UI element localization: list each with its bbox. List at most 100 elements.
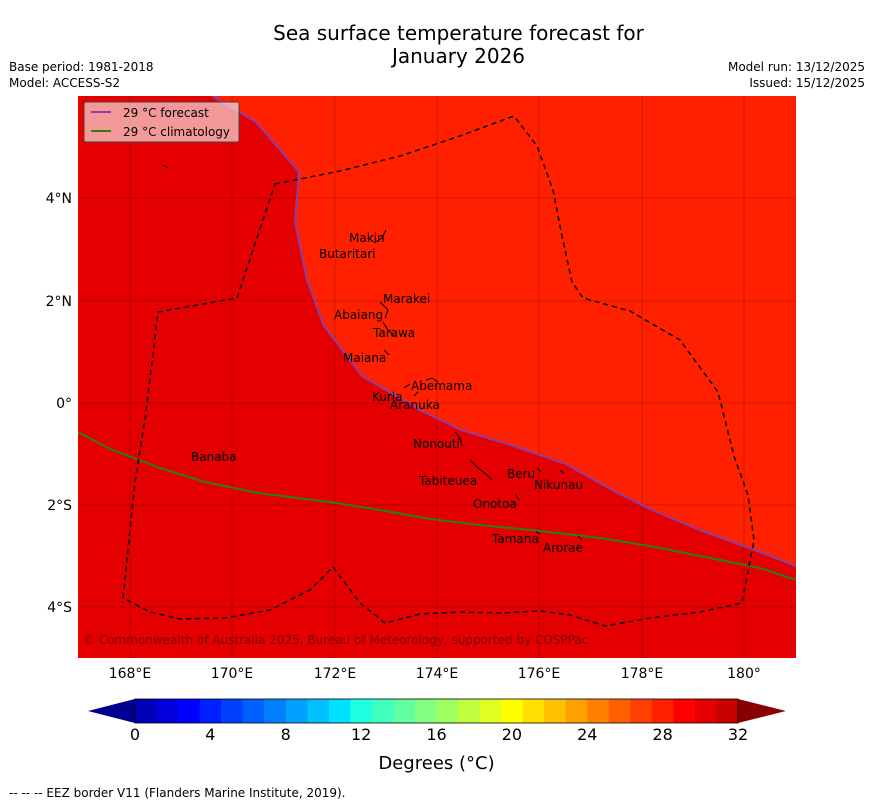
colorbar-high-extension — [738, 699, 786, 723]
island-label-kuria: Kuria — [372, 390, 403, 404]
meta-right: Model run: 13/12/2025 Issued: 15/12/2025 — [728, 59, 865, 91]
model-name: Model: ACCESS-S2 — [9, 76, 121, 90]
island-label-beru: Beru — [507, 467, 535, 481]
island-labels: Makin Butaritari Marakei Abaiang Tarawa … — [191, 231, 583, 555]
colorbar-tick-label: 8 — [281, 725, 291, 744]
island-shape-tabiteuea — [469, 459, 493, 481]
lon-label-176e: 176°E — [518, 666, 561, 682]
colorbar-cell — [350, 699, 373, 723]
colorbar: 0 4 8 12 16 20 24 28 32 — [88, 698, 786, 744]
colorbar-cell — [716, 699, 739, 723]
island-shape-north — [162, 164, 169, 169]
colorbar-tick-label: 28 — [652, 725, 672, 744]
island-shape-beru — [536, 467, 565, 475]
island-shape-abemama — [425, 377, 439, 383]
colorbar-cell — [458, 699, 481, 723]
colorbar-cell — [307, 699, 330, 723]
lat-label-4n: 4°N — [46, 191, 72, 207]
colorbar-tick-label: 12 — [351, 725, 371, 744]
island-shape-abaiang — [379, 301, 389, 319]
legend-box: 29 °C forecast 29 °C climatology — [83, 101, 240, 143]
lat-axis-labels: 4°N 2°N 0° 2°S 4°S — [46, 191, 73, 616]
lat-label-2n: 2°N — [46, 294, 72, 310]
colorbar-frame — [134, 698, 739, 724]
colorbar-cells — [135, 699, 739, 723]
island-label-nonouti: Nonouti — [413, 437, 460, 451]
island-label-abemama: Abemama — [411, 379, 472, 393]
colorbar-cell — [371, 699, 394, 723]
lon-label-178e: 178°E — [621, 666, 664, 682]
climatology-29c-contour — [78, 431, 796, 581]
lon-axis-labels: 168°E 170°E 172°E 174°E 176°E 178°E 180° — [109, 666, 761, 682]
lat-label-2s: 2°S — [47, 498, 72, 514]
legend-climatology-label: 29 °C climatology — [123, 125, 230, 139]
copyright-watermark: © Commonwealth of Australia 2025, Bureau… — [83, 633, 588, 647]
lon-label-172e: 172°E — [314, 666, 357, 682]
island-shape-tarawa — [382, 321, 395, 337]
colorbar-cell — [522, 699, 545, 723]
issued-date: Issued: 15/12/2025 — [749, 76, 865, 90]
island-label-tamana: Tamana — [491, 532, 539, 546]
colorbar-tick-label: 16 — [426, 725, 446, 744]
eez-footnote: -- -- -- EEZ border V11 (Flanders Marine… — [9, 786, 346, 800]
colorbar-cell — [328, 699, 351, 723]
colorbar-cell — [673, 699, 696, 723]
island-label-makin: Makin — [349, 231, 385, 245]
legend-background — [83, 101, 240, 143]
island-label-aranuka: Aranuka — [390, 398, 440, 412]
meta-left: Base period: 1981-2018 Model: ACCESS-S2 — [9, 59, 154, 91]
colorbar-cell — [651, 699, 674, 723]
map-area: Makin Butaritari Marakei Abaiang Tarawa … — [78, 96, 796, 658]
colorbar-cell — [608, 699, 631, 723]
legend-forecast-label: 29 °C forecast — [123, 106, 209, 120]
island-label-abaiang: Abaiang — [334, 308, 383, 322]
colorbar-cell — [135, 699, 158, 723]
colorbar-cell — [178, 699, 201, 723]
forecast-29c-contour — [211, 96, 796, 567]
island-label-maiana: Maiana — [343, 351, 386, 365]
title-line-2: January 2026 — [391, 44, 526, 68]
island-shapes — [162, 164, 583, 541]
island-label-arorae: Arorae — [543, 541, 583, 555]
base-period: Base period: 1981-2018 — [9, 60, 154, 74]
colorbar-cell — [199, 699, 222, 723]
title-line-1: Sea surface temperature forecast for — [273, 21, 644, 45]
island-shape-makin — [373, 229, 387, 244]
model-run: Model run: 13/12/2025 — [727, 60, 865, 74]
island-label-tabiteuea: Tabiteuea — [418, 474, 477, 488]
colorbar-cell — [544, 699, 567, 723]
colorbar-cell — [414, 699, 437, 723]
island-label-marakei: Marakei — [383, 292, 430, 306]
colorbar-cell — [285, 699, 308, 723]
colorbar-low-extension — [88, 699, 135, 723]
island-shape-onotoa — [514, 493, 520, 501]
colorbar-tick-label: 24 — [577, 725, 597, 744]
colorbar-cell — [436, 699, 459, 723]
colorbar-cell — [242, 699, 265, 723]
colorbar-cell — [264, 699, 287, 723]
colorbar-cell — [587, 699, 610, 723]
colorbar-tick-label: 4 — [205, 725, 215, 744]
colorbar-cell — [221, 699, 244, 723]
lon-label-168e: 168°E — [109, 666, 152, 682]
colorbar-cell — [694, 699, 717, 723]
lon-label-170e: 170°E — [211, 666, 254, 682]
colorbar-cell — [565, 699, 588, 723]
colorbar-cell — [630, 699, 653, 723]
island-shape-nonouti — [454, 431, 463, 447]
lon-label-174e: 174°E — [416, 666, 459, 682]
colorbar-tick-label: 32 — [728, 725, 748, 744]
island-label-tarawa: Tarawa — [372, 326, 415, 340]
colorbar-cell — [393, 699, 416, 723]
island-label-butaritari: Butaritari — [319, 247, 376, 261]
colorbar-cell — [479, 699, 502, 723]
colorbar-tick-labels: 0 4 8 12 16 20 24 28 32 — [130, 725, 748, 744]
colorbar-cell — [501, 699, 524, 723]
colorbar-tick-label: 0 — [130, 725, 140, 744]
island-label-nikunau: Nikunau — [534, 478, 583, 492]
lon-label-180: 180° — [727, 666, 761, 682]
eez-border — [122, 115, 755, 627]
lat-label-0: 0° — [56, 396, 72, 412]
colorbar-cell — [156, 699, 179, 723]
